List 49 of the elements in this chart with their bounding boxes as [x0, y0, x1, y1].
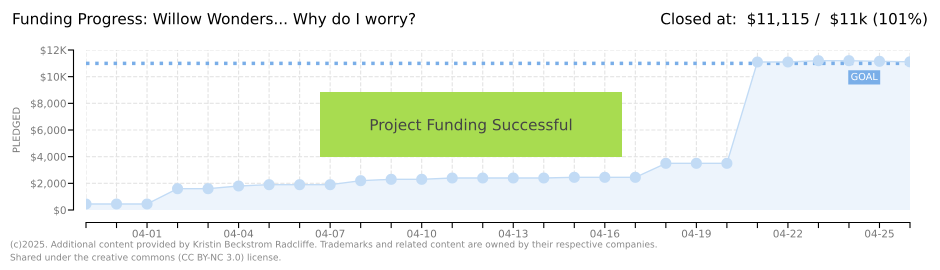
point	[386, 174, 397, 185]
point	[812, 55, 824, 66]
point	[568, 172, 580, 183]
point	[721, 158, 732, 169]
point	[416, 174, 428, 185]
point	[141, 198, 153, 210]
text: (c)2025. Additional content provided by Kristin Beckstrom Radcliffe. Trademarks and related content are owned by their respective companies.	[10, 240, 657, 250]
annotation: Project Funding Successful	[370, 118, 572, 134]
x-tick-label: 04-07	[316, 230, 344, 238]
x-tick-label: 04-13	[498, 230, 528, 238]
point	[264, 179, 275, 190]
point	[752, 56, 763, 68]
x-tick-label: 04-04	[224, 230, 254, 238]
point	[599, 172, 610, 183]
point	[110, 198, 122, 210]
point	[477, 172, 488, 184]
point	[538, 172, 550, 184]
x-tick-label: 04-01	[132, 230, 162, 238]
y-tick-label: $8,000	[30, 99, 66, 109]
point	[690, 158, 702, 169]
chart-title: Funding Progress: Willow Wonders... Why do I worry?	[14, 12, 416, 28]
x-tick-label: 04-22	[773, 230, 802, 238]
text: Closed at: $11,115 / $11k (101%)	[661, 12, 927, 26]
x-tick-label: 04-25	[865, 230, 894, 238]
x-tick-label: 04-19	[682, 230, 711, 238]
y-tick-label: $0	[54, 206, 66, 216]
y-tick-label: $2,000	[30, 179, 66, 189]
point	[233, 180, 244, 192]
ref-line-label: GOAL	[851, 72, 878, 80]
point	[172, 183, 184, 194]
y-tick-label: $6,000	[30, 126, 66, 136]
point	[843, 55, 855, 66]
point	[630, 172, 641, 183]
point	[660, 158, 672, 169]
point	[355, 175, 366, 186]
point	[446, 172, 458, 184]
y-tick-label: $4,000	[30, 152, 66, 162]
point	[294, 179, 306, 190]
y-tick-label: $10K	[40, 72, 67, 82]
point	[874, 56, 886, 67]
point	[324, 179, 336, 190]
x-tick-label: 04-10	[407, 230, 436, 238]
x-tick-label: 04-16	[590, 230, 620, 238]
point	[202, 183, 214, 194]
point	[508, 172, 519, 184]
text: Shared under the creative commons (CC BY-NC 3.0) license.	[10, 254, 280, 262]
point	[782, 56, 794, 68]
y-tick-label: $12K	[40, 46, 67, 56]
y-axis-title: PLEDGED	[12, 108, 20, 152]
